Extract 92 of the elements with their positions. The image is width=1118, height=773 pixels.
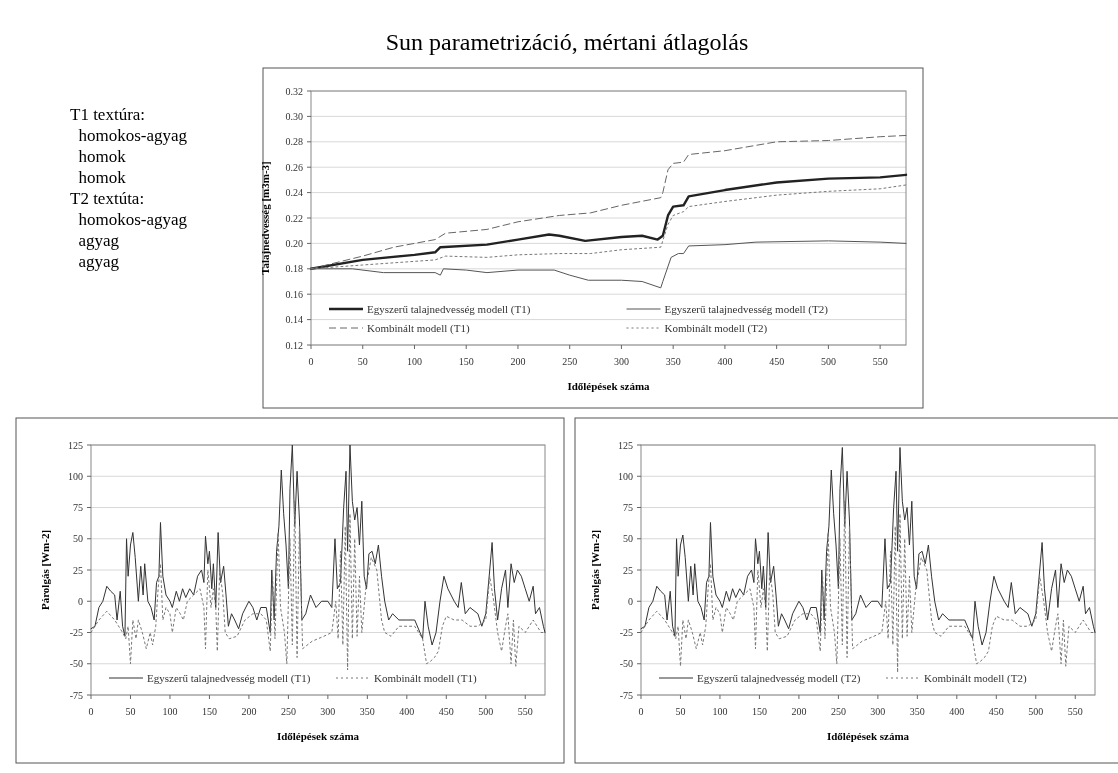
y-tick-label: 75 xyxy=(623,502,633,513)
x-tick-label: 550 xyxy=(1067,706,1083,717)
y-tick-label: 0 xyxy=(628,595,633,607)
text: homok xyxy=(70,147,127,166)
x-tick-label: 50 xyxy=(357,356,368,367)
y-axis-title: Párolgás [Wm-2] xyxy=(39,529,51,611)
x-tick-label: 400 xyxy=(949,706,965,717)
y-tick-label: 125 xyxy=(618,439,633,451)
y-tick-label: 0.28 xyxy=(285,136,303,148)
y-tick-label: 0.30 xyxy=(285,110,303,122)
x-tick-label: 450 xyxy=(769,356,785,367)
y-tick-label: 100 xyxy=(68,470,83,482)
x-tick-label: 400 xyxy=(399,706,415,717)
line-series xyxy=(90,500,546,671)
y-tick-label: -75 xyxy=(69,689,83,701)
y-tick-label: -50 xyxy=(619,658,633,670)
x-tick-label: 50 xyxy=(125,706,136,717)
x-tick-label: 300 xyxy=(320,706,336,717)
y-tick-label: 50 xyxy=(623,533,633,545)
x-tick-label: 0 xyxy=(88,706,94,717)
line-series xyxy=(640,447,1096,646)
x-tick-label: 350 xyxy=(665,356,681,367)
text: agyag xyxy=(70,231,120,250)
y-tick-label: 125 xyxy=(68,439,83,451)
y-tick-label: 100 xyxy=(618,470,633,482)
text: homokos-agyag xyxy=(70,126,188,145)
y-tick-label: 0.24 xyxy=(285,187,303,199)
y-tick-label: 0.12 xyxy=(285,339,303,351)
text: homokos-agyag xyxy=(70,210,188,229)
legend-label: Egyszerű talajnedvesség modell (T2) xyxy=(697,671,861,685)
x-tick-label: 100 xyxy=(712,706,728,717)
x-tick-label: 100 xyxy=(162,706,178,717)
y-tick-label: 0.26 xyxy=(285,161,303,173)
line-series xyxy=(90,444,546,646)
legend-label: Kombinált modell (T1) xyxy=(374,671,477,685)
x-tick-label: 500 xyxy=(820,356,836,367)
x-tick-label: 450 xyxy=(438,706,454,717)
x-tick-label: 150 xyxy=(458,356,474,367)
x-tick-label: 150 xyxy=(751,706,767,717)
y-tick-label: 0.14 xyxy=(285,314,303,326)
x-axis-title: Időlépések száma xyxy=(567,380,651,392)
x-tick-label: 250 xyxy=(280,706,296,717)
y-tick-label: 0 xyxy=(78,595,83,607)
legend-label: Kombinált modell (T2) xyxy=(924,671,1027,685)
x-tick-label: 250 xyxy=(562,356,578,367)
x-tick-label: 100 xyxy=(406,356,422,367)
y-tick-label: 0.20 xyxy=(285,237,303,249)
y-tick-label: 0.16 xyxy=(285,288,303,300)
x-tick-label: 0 xyxy=(308,356,314,367)
y-tick-label: 50 xyxy=(73,533,83,545)
x-tick-label: 500 xyxy=(1028,706,1044,717)
x-tick-label: 150 xyxy=(201,706,217,717)
text: T2 textúta: xyxy=(70,189,145,208)
legend-label: Egyszerű talajnedvesség modell (T1) xyxy=(367,302,531,316)
y-tick-label: 0.18 xyxy=(285,263,303,275)
x-tick-label: 550 xyxy=(517,706,533,717)
x-axis-title: Időlépések száma xyxy=(276,730,360,742)
x-tick-label: 450 xyxy=(988,706,1004,717)
y-tick-label: 75 xyxy=(73,502,83,513)
y-tick-label: -50 xyxy=(69,658,83,670)
y-axis-title: Talajnedvesség [m3m-3] xyxy=(259,161,271,275)
y-tick-label: -25 xyxy=(69,627,83,638)
x-tick-label: 400 xyxy=(717,356,733,367)
x-tick-label: 200 xyxy=(791,706,807,717)
text: homok xyxy=(70,168,127,187)
x-tick-label: 300 xyxy=(870,706,886,717)
y-axis-title: Párolgás [Wm-2] xyxy=(589,529,601,611)
x-tick-label: 500 xyxy=(478,706,494,717)
y-tick-label: 0.32 xyxy=(285,85,303,97)
y-tick-label: 25 xyxy=(73,564,83,576)
x-tick-label: 200 xyxy=(510,356,526,367)
x-tick-label: 50 xyxy=(675,706,686,717)
line-series xyxy=(640,500,1096,673)
legend-label: Kombinált modell (T1) xyxy=(367,321,470,335)
text: T1 textúra: xyxy=(70,105,146,124)
x-tick-label: 350 xyxy=(909,706,925,717)
y-tick-label: 0.22 xyxy=(285,212,303,224)
x-tick-label: 350 xyxy=(359,706,375,717)
y-tick-label: -75 xyxy=(619,689,633,701)
legend-label: Egyszerű talajnedvesség modell (T1) xyxy=(147,671,311,685)
x-tick-label: 0 xyxy=(638,706,644,717)
x-tick-label: 250 xyxy=(830,706,846,717)
x-axis-title: Időlépések száma xyxy=(826,730,910,742)
y-tick-label: 25 xyxy=(623,564,633,576)
x-tick-label: 300 xyxy=(613,356,629,367)
text: agyag xyxy=(70,252,120,271)
x-tick-label: 200 xyxy=(241,706,257,717)
legend-label: Kombinált modell (T2) xyxy=(664,321,768,335)
y-tick-label: -25 xyxy=(619,627,633,638)
x-tick-label: 550 xyxy=(872,356,888,367)
legend-label: Egyszerű talajnedvesség modell (T2) xyxy=(664,302,829,316)
chart-title: Sun parametrizáció, mértani átlagolás xyxy=(385,29,749,55)
